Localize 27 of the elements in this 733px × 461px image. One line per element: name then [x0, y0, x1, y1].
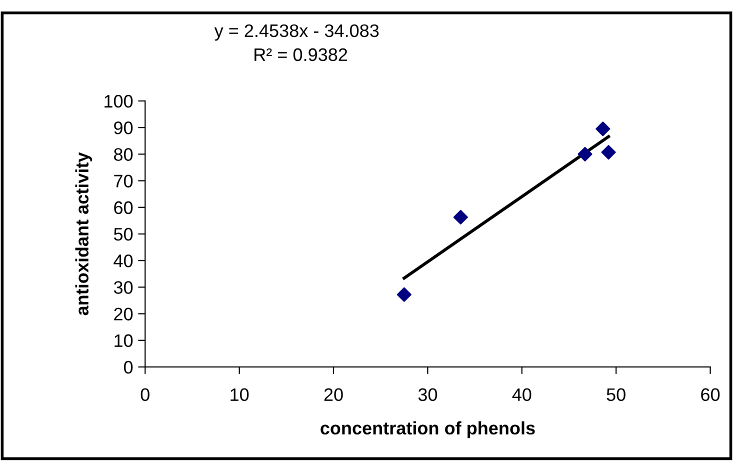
- point: [396, 287, 412, 302]
- point: [578, 146, 592, 162]
- point: [601, 145, 616, 160]
- x-tick-label: 10: [230, 388, 249, 402]
- point: [596, 122, 610, 136]
- y-tick-label: 0: [124, 360, 133, 374]
- y-tick-label: 100: [104, 94, 133, 108]
- y-tick-label: 90: [114, 121, 133, 134]
- point: [453, 210, 468, 224]
- x-tick-label: 20: [324, 388, 343, 402]
- x-tick-label: 30: [418, 388, 438, 402]
- y-tick-label: 80: [114, 148, 133, 161]
- x-tick-label: 40: [512, 388, 532, 402]
- y-tick-label: 10: [114, 334, 133, 348]
- y-tick-label: 30: [114, 281, 133, 294]
- x-tick-label: 0: [140, 388, 150, 402]
- x-tick-label: 50: [606, 388, 626, 402]
- y-axis-title: antioxidant activity: [75, 152, 92, 316]
- x-axis-title: concentration of phenols: [320, 421, 535, 438]
- y-tick-label: 60: [114, 201, 133, 214]
- x-tick-label: 60: [701, 388, 720, 402]
- y-tick-label: 40: [114, 254, 133, 268]
- y-tick-label: 20: [114, 308, 133, 320]
- y-tick-label: 50: [114, 228, 133, 241]
- text: R² = 0.9382: [254, 48, 348, 62]
- text: y = 2.4538x - 34.083: [214, 24, 379, 41]
- y-tick-label: 70: [114, 174, 133, 188]
